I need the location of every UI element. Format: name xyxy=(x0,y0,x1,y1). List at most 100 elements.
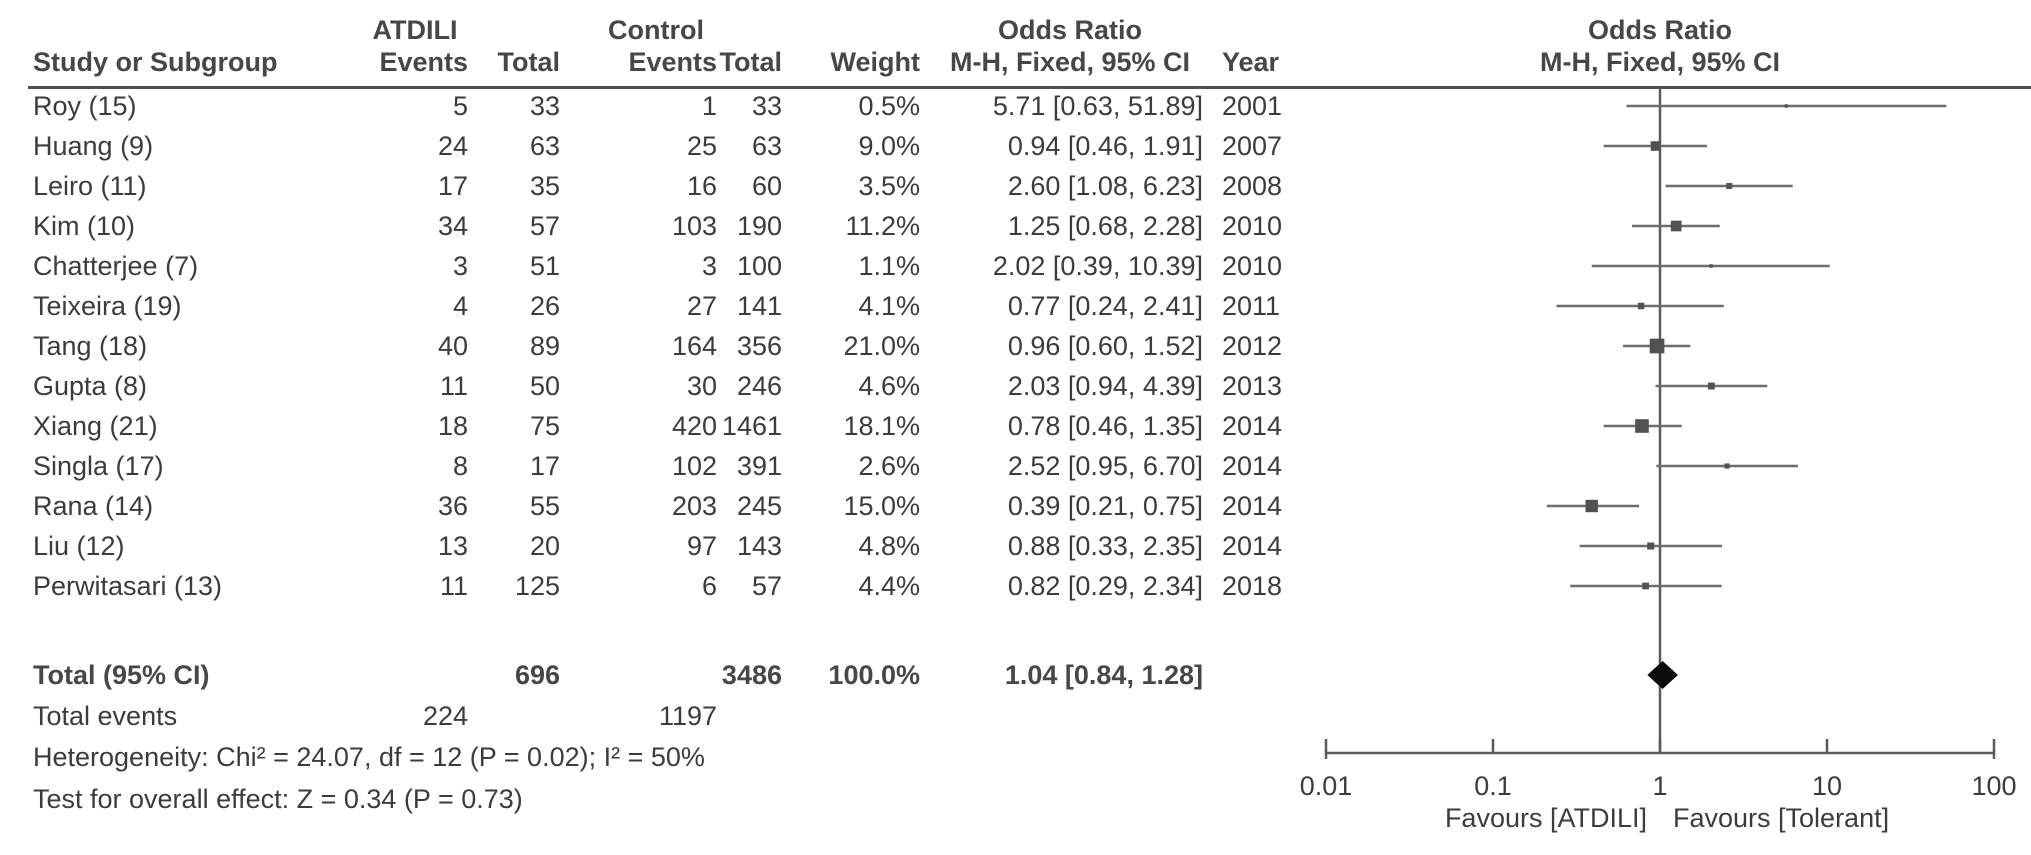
or-square xyxy=(1709,264,1713,268)
study-row: Xiang (21) 18 75 420 1461 18.1% 0.78 [0.… xyxy=(0,406,2031,446)
header-rule xyxy=(28,86,2031,89)
study-row: Rana (14) 36 55 203 245 15.0% 0.39 [0.21… xyxy=(0,486,2031,526)
study-weight: 2.6% xyxy=(858,451,920,481)
control-total: 143 xyxy=(736,531,782,561)
control-total: 33 xyxy=(751,91,782,121)
atdili-events: 24 xyxy=(437,131,468,161)
or-column-title: Odds Ratio xyxy=(997,15,1143,45)
axis-tick-label: 100 xyxy=(1971,771,2016,801)
control-total: 1461 xyxy=(721,411,782,441)
col-mh-fixed-ci: M-H, Fixed, 95% CI xyxy=(949,47,1191,77)
study-year: 2010 xyxy=(1222,211,1283,241)
or-square xyxy=(1707,382,1715,390)
study-row: Roy (15) 5 33 1 33 0.5% 5.71 [0.63, 51.8… xyxy=(0,86,2031,126)
atdili-total: 89 xyxy=(529,331,560,361)
total-events-control: 1197 xyxy=(658,701,717,731)
axis-tick-label: 0.01 xyxy=(1300,771,1353,801)
study-weight: 4.6% xyxy=(858,371,920,401)
or-square xyxy=(1635,419,1649,433)
study-year: 2007 xyxy=(1222,131,1283,161)
atdili-events: 3 xyxy=(452,251,468,281)
control-events: 420 xyxy=(671,411,717,441)
or-square xyxy=(1724,463,1730,469)
study-weight: 18.1% xyxy=(843,411,920,441)
study-label: Rana (14) xyxy=(33,491,154,521)
control-events: 203 xyxy=(671,491,717,521)
study-label: Xiang (21) xyxy=(33,411,158,441)
study-or-ci: 0.39 [0.21, 0.75] xyxy=(1007,491,1203,521)
study-label: Chatterjee (7) xyxy=(33,251,199,281)
study-or-ci: 5.71 [0.63, 51.89] xyxy=(992,91,1203,121)
study-year: 2011 xyxy=(1222,291,1281,321)
study-row: Kim (10) 34 57 103 190 11.2% 1.25 [0.68,… xyxy=(0,206,2031,246)
col-year: Year xyxy=(1222,47,1280,77)
atdili-events: 4 xyxy=(452,291,468,321)
control-total: 245 xyxy=(736,491,782,521)
study-or-ci: 2.03 [0.94, 4.39] xyxy=(1007,371,1203,401)
col-control-total: Total xyxy=(719,47,783,77)
study-label: Teixeira (19) xyxy=(33,291,182,321)
forest-plot-graphic: 0.01 0.1 1 10 100 Favours [ATDILI] Favours [To… xyxy=(1300,88,2017,833)
atdili-total: 50 xyxy=(529,371,560,401)
control-events: 102 xyxy=(671,451,717,481)
study-or-ci: 2.52 [0.95, 6.70] xyxy=(1007,451,1203,481)
study-weight: 4.1% xyxy=(858,291,920,321)
study-label: Huang (9) xyxy=(33,131,154,161)
atdili-events: 18 xyxy=(437,411,468,441)
total-or-ci: 1.04 [0.84, 1.28] xyxy=(1004,660,1203,690)
study-row: Huang (9) 24 63 25 63 9.0% 0.94 [0.46, 1… xyxy=(0,126,2031,166)
control-total: 246 xyxy=(736,371,782,401)
study-row: Leiro (11) 17 35 16 60 3.5% 2.60 [1.08, … xyxy=(0,166,2031,206)
atdili-total: 33 xyxy=(529,91,560,121)
atdili-total: 51 xyxy=(529,251,560,281)
atdili-total: 17 xyxy=(529,451,560,481)
atdili-total: 75 xyxy=(529,411,560,441)
study-year: 2010 xyxy=(1222,251,1283,281)
control-total: 60 xyxy=(751,171,782,201)
or-square xyxy=(1784,104,1789,108)
atdili-events: 8 xyxy=(452,451,468,481)
total-diamond xyxy=(1647,661,1678,689)
study-label: Perwitasari (13) xyxy=(33,571,223,601)
atdili-total: 35 xyxy=(529,171,560,201)
heterogeneity-stats: Heterogeneity: Chi² = 24.07, df = 12 (P … xyxy=(33,742,705,772)
study-weight: 11.2% xyxy=(845,211,920,241)
study-or-ci: 0.78 [0.46, 1.35] xyxy=(1007,411,1203,441)
favours-right-label: Favours [Tolerant] xyxy=(1673,803,1889,833)
group-header-control: Control xyxy=(608,15,704,45)
study-label: Leiro (11) xyxy=(33,171,147,201)
atdili-events: 40 xyxy=(437,331,468,361)
control-total: 57 xyxy=(751,571,782,601)
group-header-atdili: ATDILI xyxy=(372,15,458,45)
control-total: 356 xyxy=(736,331,782,361)
atdili-total: 57 xyxy=(529,211,560,241)
or-square xyxy=(1726,183,1733,189)
control-events: 1 xyxy=(701,91,717,121)
or-square xyxy=(1650,141,1661,151)
study-or-ci: 2.60 [1.08, 6.23] xyxy=(1007,171,1203,201)
study-row: Perwitasari (13) 11 125 6 57 4.4% 0.82 [… xyxy=(0,566,2031,606)
total-atdili-total: 696 xyxy=(514,660,560,690)
study-year: 2013 xyxy=(1222,371,1283,401)
plot-subtitle: M-H, Fixed, 95% CI xyxy=(1539,47,1781,77)
control-total: 100 xyxy=(736,251,782,281)
atdili-total: 63 xyxy=(529,131,560,161)
study-year: 2001 xyxy=(1222,91,1283,121)
study-year: 2012 xyxy=(1222,331,1283,361)
total-events-row: Total events 224 1197 xyxy=(0,696,2031,736)
total-row: Total (95% CI) 696 3486 100.0% 1.04 [0.8… xyxy=(0,655,2031,695)
control-events: 164 xyxy=(671,331,717,361)
study-weight: 9.0% xyxy=(858,131,920,161)
study-weight: 3.5% xyxy=(858,171,920,201)
atdili-events: 36 xyxy=(437,491,468,521)
col-atdili-total: Total xyxy=(497,47,561,77)
study-or-ci: 0.82 [0.29, 2.34] xyxy=(1007,571,1203,601)
control-total: 63 xyxy=(751,131,782,161)
control-events: 6 xyxy=(701,571,717,601)
control-events: 16 xyxy=(686,171,717,201)
control-events: 3 xyxy=(701,251,717,281)
axis-tick-label: 1 xyxy=(1652,771,1667,801)
study-or-ci: 0.77 [0.24, 2.41] xyxy=(1007,291,1203,321)
column-header-row: Study or Subgroup Events Total Events To… xyxy=(0,42,2031,82)
atdili-total: 125 xyxy=(514,571,560,601)
